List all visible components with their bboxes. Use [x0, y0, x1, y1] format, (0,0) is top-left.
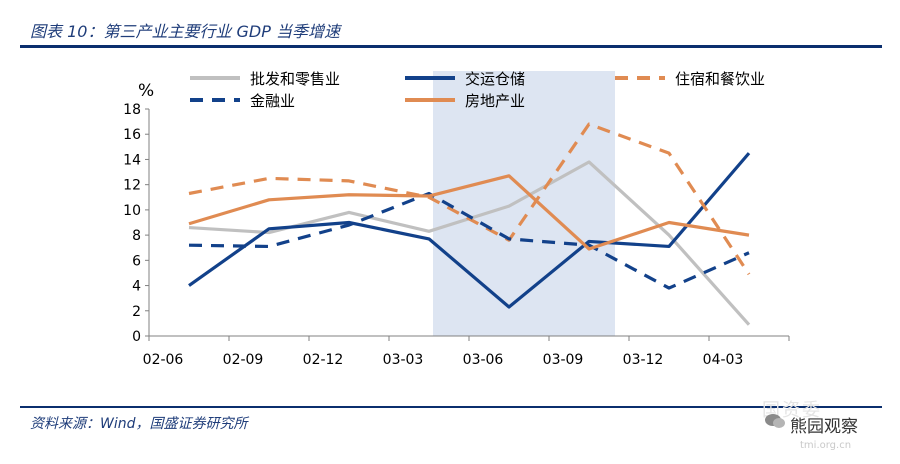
source-divider	[20, 406, 882, 408]
y-tick-label: 14	[123, 152, 141, 168]
legend-label: 交运仓储	[465, 70, 525, 88]
series-line	[188, 152, 751, 309]
y-tick-label: 12	[123, 178, 141, 194]
wechat-icon	[765, 414, 785, 428]
highlight-band	[433, 71, 615, 336]
y-tick-label: 4	[132, 279, 141, 295]
x-tick-label: 03-12	[623, 352, 664, 368]
y-tick-label: 6	[132, 253, 141, 269]
highlight-layer	[433, 71, 615, 336]
figure-title: 图表 10：第三产业主要行业 GDP 当季增速	[30, 22, 340, 41]
x-tick-label: 03-03	[383, 352, 424, 368]
legend-label: 住宿和餐饮业	[675, 70, 765, 88]
y-tick-label: 10	[123, 203, 141, 219]
series-line	[188, 174, 750, 251]
watermark: 国资委 熊园观察 tmi.org.cn	[762, 400, 890, 456]
series-layer	[188, 122, 751, 326]
legend-label: 金融业	[250, 92, 295, 110]
x-tick-label: 03-09	[543, 352, 584, 368]
x-tick-label: 02-09	[223, 352, 264, 368]
title-divider	[20, 45, 882, 48]
x-tick-label: 03-06	[463, 352, 504, 368]
y-tick-label: 18	[123, 102, 141, 118]
x-tick-label: 02-12	[303, 352, 344, 368]
watermark-brand: 熊园观察	[790, 417, 858, 437]
legend-label: 房地产业	[465, 92, 525, 110]
y-tick-label: 2	[132, 304, 141, 320]
y-unit-label: %	[138, 81, 154, 101]
x-tick-label: 02-06	[143, 352, 184, 368]
series-line	[188, 191, 750, 290]
x-tick-label: 04-03	[703, 352, 744, 368]
axis-layer: % 0 2 4 6 8 10 12 14 16 18 02-06 02-09 02-12 03-03 03-0…	[123, 81, 790, 368]
y-tick-label: 8	[132, 228, 141, 244]
legend-label: 批发和零售业	[250, 70, 340, 88]
watermark-url: tmi.org.cn	[800, 440, 852, 451]
y-tick-label: 16	[123, 127, 141, 143]
series-line	[188, 122, 751, 276]
figure-source: 资料来源：Wind，国盛证券研究所	[30, 416, 248, 432]
y-tick-label: 0	[132, 329, 141, 345]
